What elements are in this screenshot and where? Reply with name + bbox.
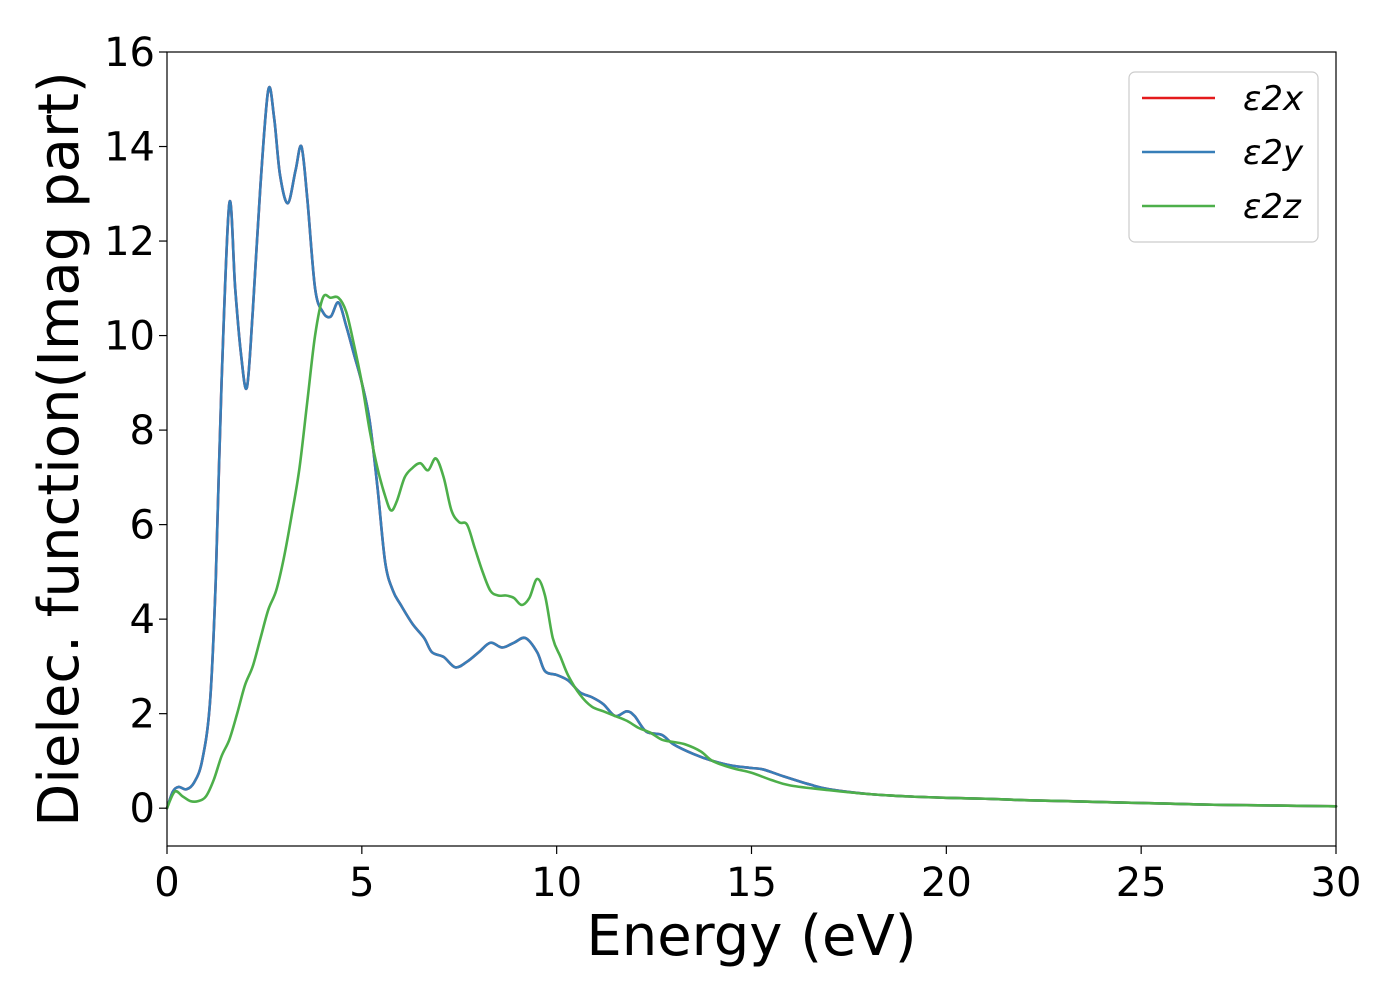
y-tick-label: 14 <box>104 125 155 171</box>
x-axis-ticks: 0 5 10 15 20 25 30 <box>154 846 1361 906</box>
legend: ε2x ε2y ε2z <box>1128 71 1319 243</box>
series-line-3 <box>165 293 1338 810</box>
y-tick-label: 4 <box>130 597 155 643</box>
y-tick-label: 2 <box>130 692 155 738</box>
x-tick-label: 30 <box>1311 860 1362 906</box>
y-tick-label: 12 <box>104 219 155 265</box>
x-tick-label: 25 <box>1116 860 1167 906</box>
y-axis-label: Dielec. function(Imag part) <box>27 71 92 827</box>
legend-label: ε2z <box>1243 187 1302 227</box>
y-tick-label: 6 <box>130 503 155 549</box>
legend-label: ε2x <box>1243 79 1304 119</box>
x-tick-label: 20 <box>921 860 972 906</box>
legend-box <box>1128 71 1319 243</box>
series-line-2 <box>165 85 1338 810</box>
y-tick-label: 8 <box>130 408 155 454</box>
x-tick-label: 10 <box>531 860 582 906</box>
x-tick-label: 5 <box>349 860 374 906</box>
series-layer <box>165 85 1338 810</box>
y-tick-label: 0 <box>130 786 155 832</box>
y-tick-label: 10 <box>104 314 155 360</box>
legend-label: ε2y <box>1243 133 1304 173</box>
x-tick-label: 0 <box>154 860 179 906</box>
y-tick-label: 16 <box>104 30 155 76</box>
y-axis-ticks: 0 2 4 6 8 10 12 14 16 <box>104 30 167 832</box>
x-axis-label: Energy (eV) <box>586 904 916 969</box>
legend-items: ε2x ε2y ε2z <box>1142 79 1304 227</box>
x-tick-label: 15 <box>726 860 777 906</box>
